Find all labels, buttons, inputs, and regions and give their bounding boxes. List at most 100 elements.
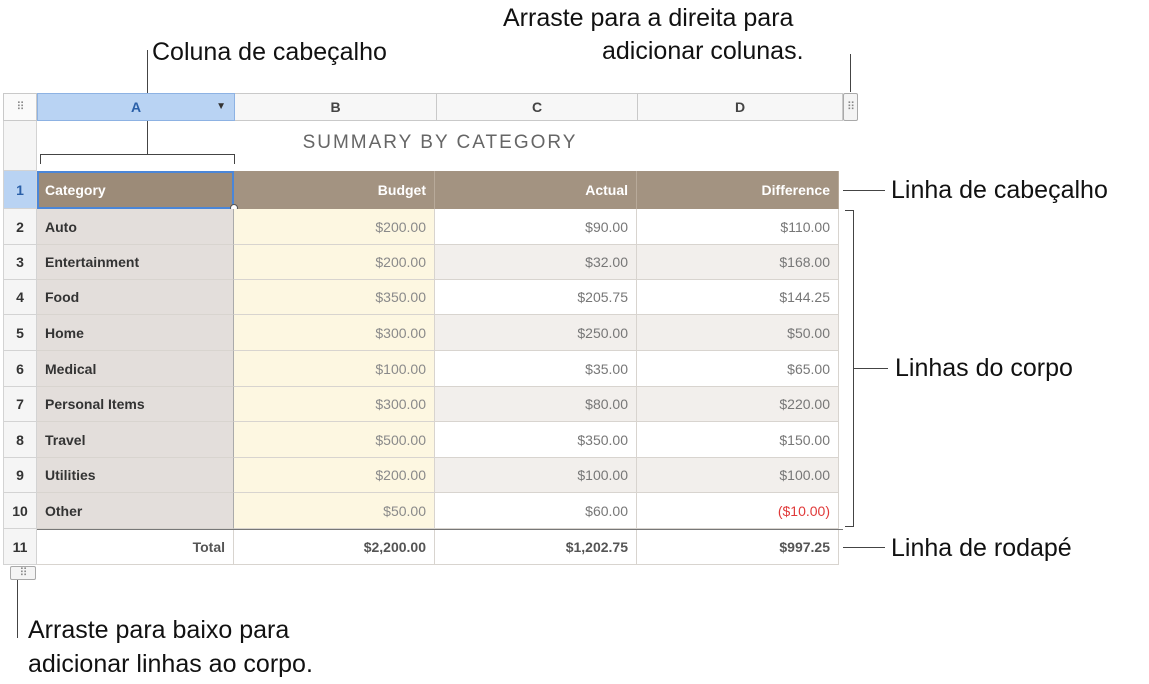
row-number-1[interactable]: 1 (3, 171, 37, 209)
bracket-body-rows-top (845, 210, 854, 211)
footer-row: Total $2,200.00 $1,202.75 $997.25 (37, 530, 843, 565)
difference-cell[interactable]: $100.00 (637, 458, 839, 493)
leader-footer-row (843, 547, 885, 548)
column-header-c[interactable]: C (437, 93, 638, 121)
budget-cell[interactable]: $200.00 (234, 209, 435, 245)
header-cell-difference[interactable]: Difference (637, 171, 839, 209)
actual-cell[interactable]: $80.00 (435, 387, 637, 422)
grip-dots-icon: ⠿ (846, 101, 855, 113)
callout-drag-rows-line2: adicionar linhas ao corpo. (28, 650, 313, 678)
budget-cell[interactable]: $300.00 (234, 315, 435, 351)
table-row: Entertainment $200.00 $32.00 $168.00 (37, 245, 843, 280)
actual-cell[interactable]: $205.75 (435, 280, 637, 315)
column-header-label: D (734, 99, 746, 115)
select-all-corner[interactable]: ⠿ (3, 93, 37, 121)
budget-cell[interactable]: $500.00 (234, 422, 435, 458)
column-header-label: B (330, 99, 341, 115)
callout-header-column: Coluna de cabeçalho (152, 38, 387, 66)
add-columns-handle[interactable]: ⠿ (843, 93, 858, 121)
bracket-body-rows-bottom (845, 526, 854, 527)
header-cell-actual[interactable]: Actual (435, 171, 637, 209)
category-cell[interactable]: Home (37, 315, 234, 351)
row-number-5[interactable]: 5 (3, 315, 37, 351)
budget-cell[interactable]: $200.00 (234, 245, 435, 280)
actual-cell[interactable]: $90.00 (435, 209, 637, 245)
difference-cell[interactable]: $65.00 (637, 351, 839, 387)
row-number-11[interactable]: 11 (3, 529, 37, 565)
difference-cell[interactable]: $220.00 (637, 387, 839, 422)
category-cell[interactable]: Utilities (37, 458, 234, 493)
table-row: Food $350.00 $205.75 $144.25 (37, 280, 843, 315)
leader-body-rows (853, 368, 888, 369)
leader-drag-columns (850, 54, 851, 92)
difference-cell[interactable]: ($10.00) (637, 493, 839, 529)
table-row: Travel $500.00 $350.00 $150.00 (37, 422, 843, 458)
actual-cell[interactable]: $350.00 (435, 422, 637, 458)
callout-footer-row: Linha de rodapé (891, 534, 1072, 562)
column-header-d[interactable]: D (638, 93, 843, 121)
budget-cell[interactable]: $50.00 (234, 493, 435, 529)
grip-dots-icon: ⠿ (16, 101, 24, 113)
add-rows-handle[interactable]: ⠿ (10, 566, 36, 580)
grip-dots-icon: ⠿ (19, 567, 27, 579)
header-cell-category[interactable]: Category (37, 171, 234, 209)
header-row: Category Budget Actual Difference (37, 171, 843, 209)
footer-cell-budget-total[interactable]: $2,200.00 (234, 530, 435, 565)
footer-cell-actual-total[interactable]: $1,202.75 (435, 530, 637, 565)
bracket-header-column (40, 154, 235, 155)
chevron-down-icon[interactable]: ▼ (216, 101, 226, 112)
category-cell[interactable]: Travel (37, 422, 234, 458)
column-header-b[interactable]: B (235, 93, 437, 121)
budget-cell[interactable]: $100.00 (234, 351, 435, 387)
row-number-4[interactable]: 4 (3, 280, 37, 315)
difference-cell[interactable]: $150.00 (637, 422, 839, 458)
difference-cell[interactable]: $50.00 (637, 315, 839, 351)
category-cell[interactable]: Personal Items (37, 387, 234, 422)
actual-cell[interactable]: $60.00 (435, 493, 637, 529)
actual-cell[interactable]: $35.00 (435, 351, 637, 387)
actual-cell[interactable]: $32.00 (435, 245, 637, 280)
category-cell[interactable]: Medical (37, 351, 234, 387)
column-header-label: C (531, 99, 543, 115)
row-number-10[interactable]: 10 (3, 493, 37, 529)
row-number-8[interactable]: 8 (3, 422, 37, 458)
actual-cell[interactable]: $250.00 (435, 315, 637, 351)
table-row: Medical $100.00 $35.00 $65.00 (37, 351, 843, 387)
callout-header-row: Linha de cabeçalho (891, 176, 1108, 204)
callout-drag-columns-line1: Arraste para a direita para (503, 4, 794, 32)
row-number-title-spacer (3, 121, 37, 171)
row-number-6[interactable]: 6 (3, 351, 37, 387)
budget-cell[interactable]: $200.00 (234, 458, 435, 493)
category-cell[interactable]: Entertainment (37, 245, 234, 280)
row-number-3[interactable]: 3 (3, 245, 37, 280)
footer-cell-difference-total[interactable]: $997.25 (637, 530, 839, 565)
table-row: Auto $200.00 $90.00 $110.00 (37, 209, 843, 245)
footer-cell-total-label[interactable]: Total (37, 530, 234, 565)
callout-drag-rows-line1: Arraste para baixo para (28, 616, 290, 644)
difference-cell[interactable]: $168.00 (637, 245, 839, 280)
actual-cell[interactable]: $100.00 (435, 458, 637, 493)
category-cell[interactable]: Other (37, 493, 234, 529)
budget-cell[interactable]: $300.00 (234, 387, 435, 422)
category-cell[interactable]: Food (37, 280, 234, 315)
callout-drag-columns-line2: adicionar colunas. (602, 37, 804, 65)
leader-drag-rows (17, 580, 18, 638)
row-number-2[interactable]: 2 (3, 209, 37, 245)
difference-cell[interactable]: $110.00 (637, 209, 839, 245)
header-cell-budget[interactable]: Budget (234, 171, 435, 209)
table-title[interactable]: SUMMARY BY CATEGORY (302, 132, 578, 153)
row-number-9[interactable]: 9 (3, 458, 37, 493)
column-header-a[interactable]: A ▼ (37, 93, 235, 121)
table-row: Personal Items $300.00 $80.00 $220.00 (37, 387, 843, 422)
callout-body-rows: Linhas do corpo (895, 354, 1073, 382)
leader-header-row (843, 190, 885, 191)
row-number-7[interactable]: 7 (3, 387, 37, 422)
column-header-label: A (130, 99, 142, 115)
bracket-header-column-right (234, 154, 235, 164)
category-cell[interactable]: Auto (37, 209, 234, 245)
footer-divider (37, 529, 843, 530)
table-row: Home $300.00 $250.00 $50.00 (37, 315, 843, 351)
bracket-header-column-left (40, 154, 41, 164)
budget-cell[interactable]: $350.00 (234, 280, 435, 315)
difference-cell[interactable]: $144.25 (637, 280, 839, 315)
